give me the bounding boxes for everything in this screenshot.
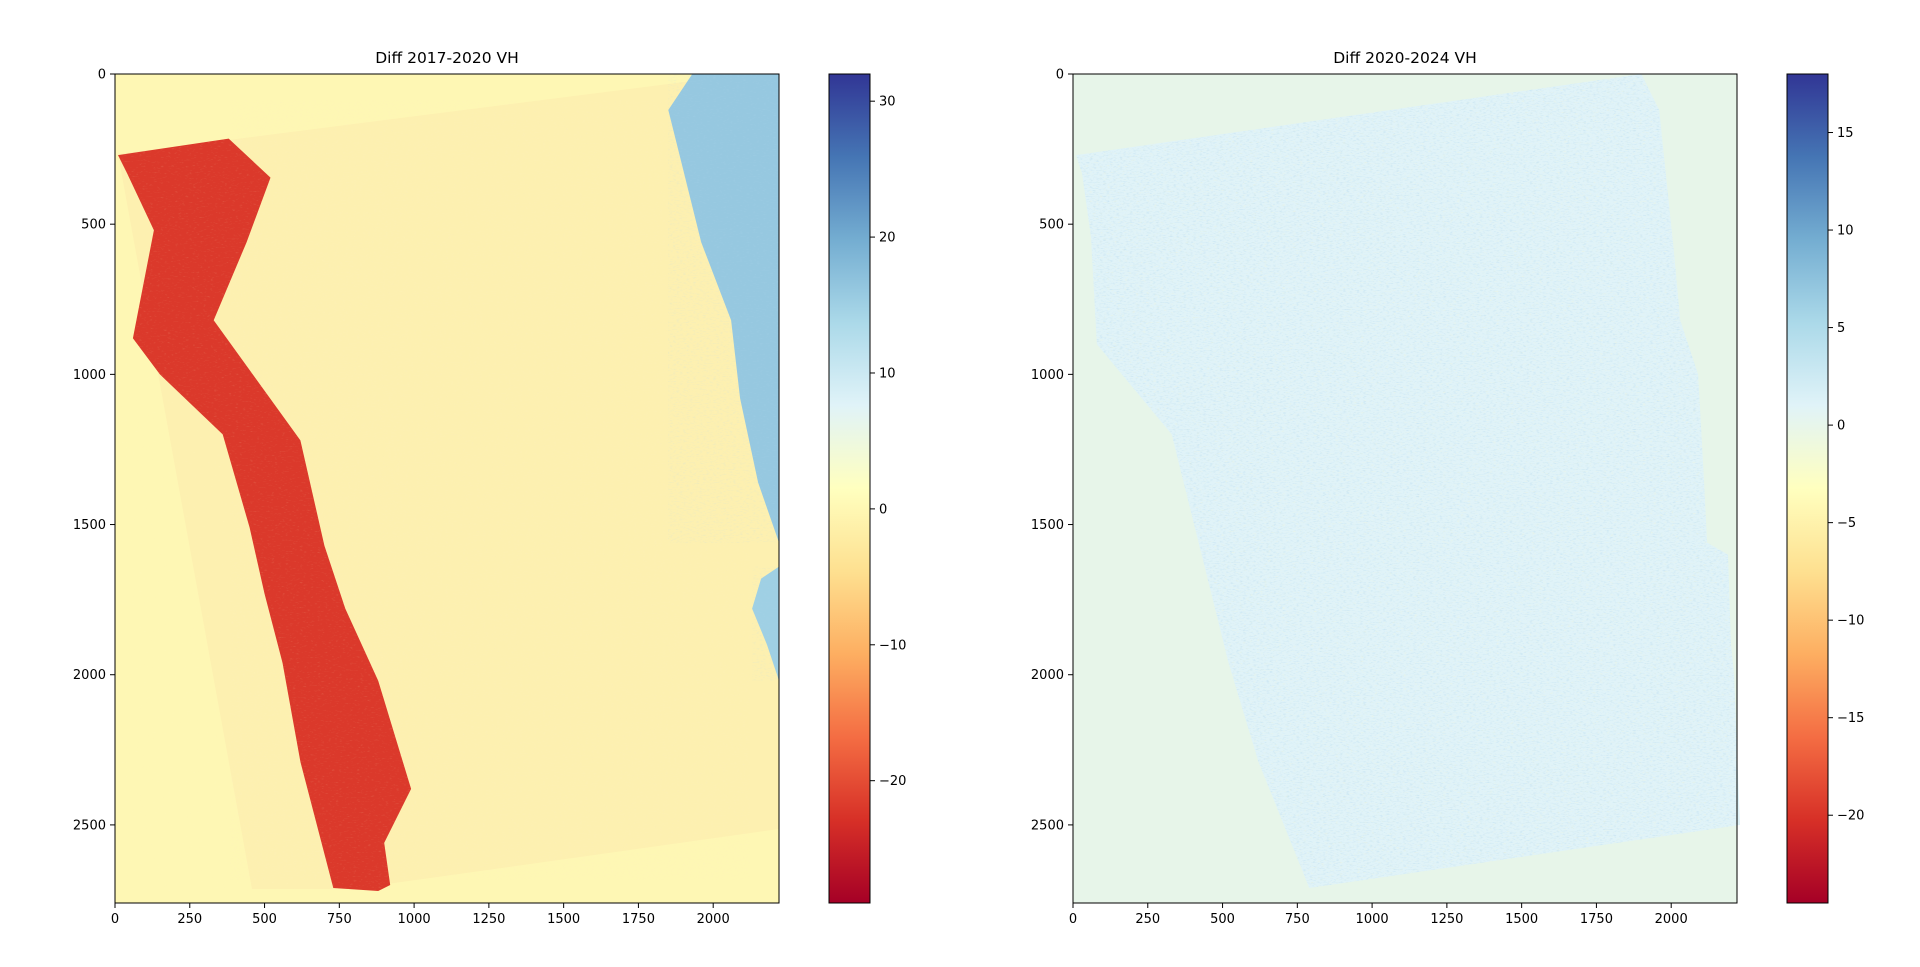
x-tick-label: 1000 xyxy=(398,912,431,927)
colorbar-tick-label: −20 xyxy=(1837,809,1864,824)
plot-area-1 xyxy=(114,73,780,904)
colorbar-gradient-1 xyxy=(828,73,871,904)
colorbar-ticks-2: −20 −15 −10 −5 0 5 10 15 xyxy=(1828,126,1864,824)
plot-area-2 xyxy=(1072,73,1740,904)
x-tick-label: 250 xyxy=(1135,912,1160,927)
colorbar-tick-label: −10 xyxy=(879,638,906,653)
chart-title-2: Diff 2020-2024 VH xyxy=(1333,49,1477,67)
colorbar-tick-label: 10 xyxy=(1837,224,1854,239)
y-tick-label: 1000 xyxy=(73,368,106,383)
colorbar-1: −20 −10 0 10 20 30 xyxy=(828,73,906,904)
y-tick-label: 0 xyxy=(1056,68,1064,83)
chart-title-1: Diff 2017-2020 VH xyxy=(375,49,519,67)
colorbar-tick-label: 5 xyxy=(1837,321,1845,336)
colorbar-tick-label: 0 xyxy=(1837,419,1845,434)
y-tick-label: 500 xyxy=(1039,218,1064,233)
x-tick-label: 1750 xyxy=(1580,912,1613,927)
region-texture xyxy=(118,138,412,892)
colorbar-tick-label: −5 xyxy=(1837,516,1856,531)
region-texture xyxy=(668,74,779,543)
x-tick-label: 250 xyxy=(177,912,202,927)
colorbar-2: −20 −15 −10 −5 0 5 10 15 xyxy=(1786,73,1864,904)
x-tick-label: 1500 xyxy=(1505,912,1538,927)
x-tick-label: 500 xyxy=(1210,912,1235,927)
y-axis-2: 0 500 1000 1500 2000 2500 xyxy=(1031,68,1073,833)
x-tick-label: 1250 xyxy=(472,912,505,927)
colorbar-tick-label: 20 xyxy=(879,231,896,246)
colorbar-gradient-2 xyxy=(1786,73,1829,904)
y-tick-label: 0 xyxy=(98,68,106,83)
chart-panel-1: Diff 2017-2020 VH 0 250 500 750 1000 1250 1500… xyxy=(73,49,907,927)
y-tick-label: 2500 xyxy=(1031,818,1064,833)
colorbar-tick-label: −20 xyxy=(879,774,906,789)
axes-frame-2 xyxy=(1072,73,1738,904)
y-tick-label: 2000 xyxy=(73,668,106,683)
x-tick-label: 0 xyxy=(1069,912,1077,927)
x-axis-2: 0 250 500 750 1000 1250 1500 1750 2000 xyxy=(1069,903,1688,927)
y-tick-label: 1000 xyxy=(1031,368,1064,383)
y-tick-label: 1500 xyxy=(1031,518,1064,533)
x-tick-label: 500 xyxy=(252,912,277,927)
change-regions-1 xyxy=(118,74,779,892)
x-tick-label: 1250 xyxy=(1430,912,1463,927)
colorbar-tick-label: 30 xyxy=(879,95,896,110)
y-tick-label: 2500 xyxy=(73,818,106,833)
y-tick-label: 2000 xyxy=(1031,668,1064,683)
x-tick-label: 2000 xyxy=(697,912,730,927)
x-tick-label: 2000 xyxy=(1655,912,1688,927)
y-axis-1: 0 500 1000 1500 2000 2500 xyxy=(73,68,115,833)
x-tick-label: 1750 xyxy=(622,912,655,927)
colorbar-tick-label: 15 xyxy=(1837,126,1854,141)
axes-frame-1 xyxy=(114,73,780,904)
colorbar-tick-label: 10 xyxy=(879,366,896,381)
x-tick-label: 1000 xyxy=(1356,912,1389,927)
colorbar-tick-label: −10 xyxy=(1837,614,1864,629)
x-tick-label: 1500 xyxy=(547,912,580,927)
y-tick-label: 500 xyxy=(81,218,106,233)
colorbar-tick-label: 0 xyxy=(879,502,887,517)
colorbar-tick-label: −15 xyxy=(1837,711,1864,726)
x-tick-label: 750 xyxy=(327,912,352,927)
colorbar-ticks-1: −20 −10 0 10 20 30 xyxy=(870,95,906,789)
x-tick-label: 0 xyxy=(111,912,119,927)
x-tick-label: 750 xyxy=(1285,912,1310,927)
chart-panel-2: Diff 2020-2024 VH 0 250 500 750 1000 1250 1500… xyxy=(1031,49,1865,927)
x-axis-1: 0 250 500 750 1000 1250 1500 1750 2000 xyxy=(111,903,730,927)
region-texture xyxy=(752,566,779,681)
y-tick-label: 1500 xyxy=(73,518,106,533)
